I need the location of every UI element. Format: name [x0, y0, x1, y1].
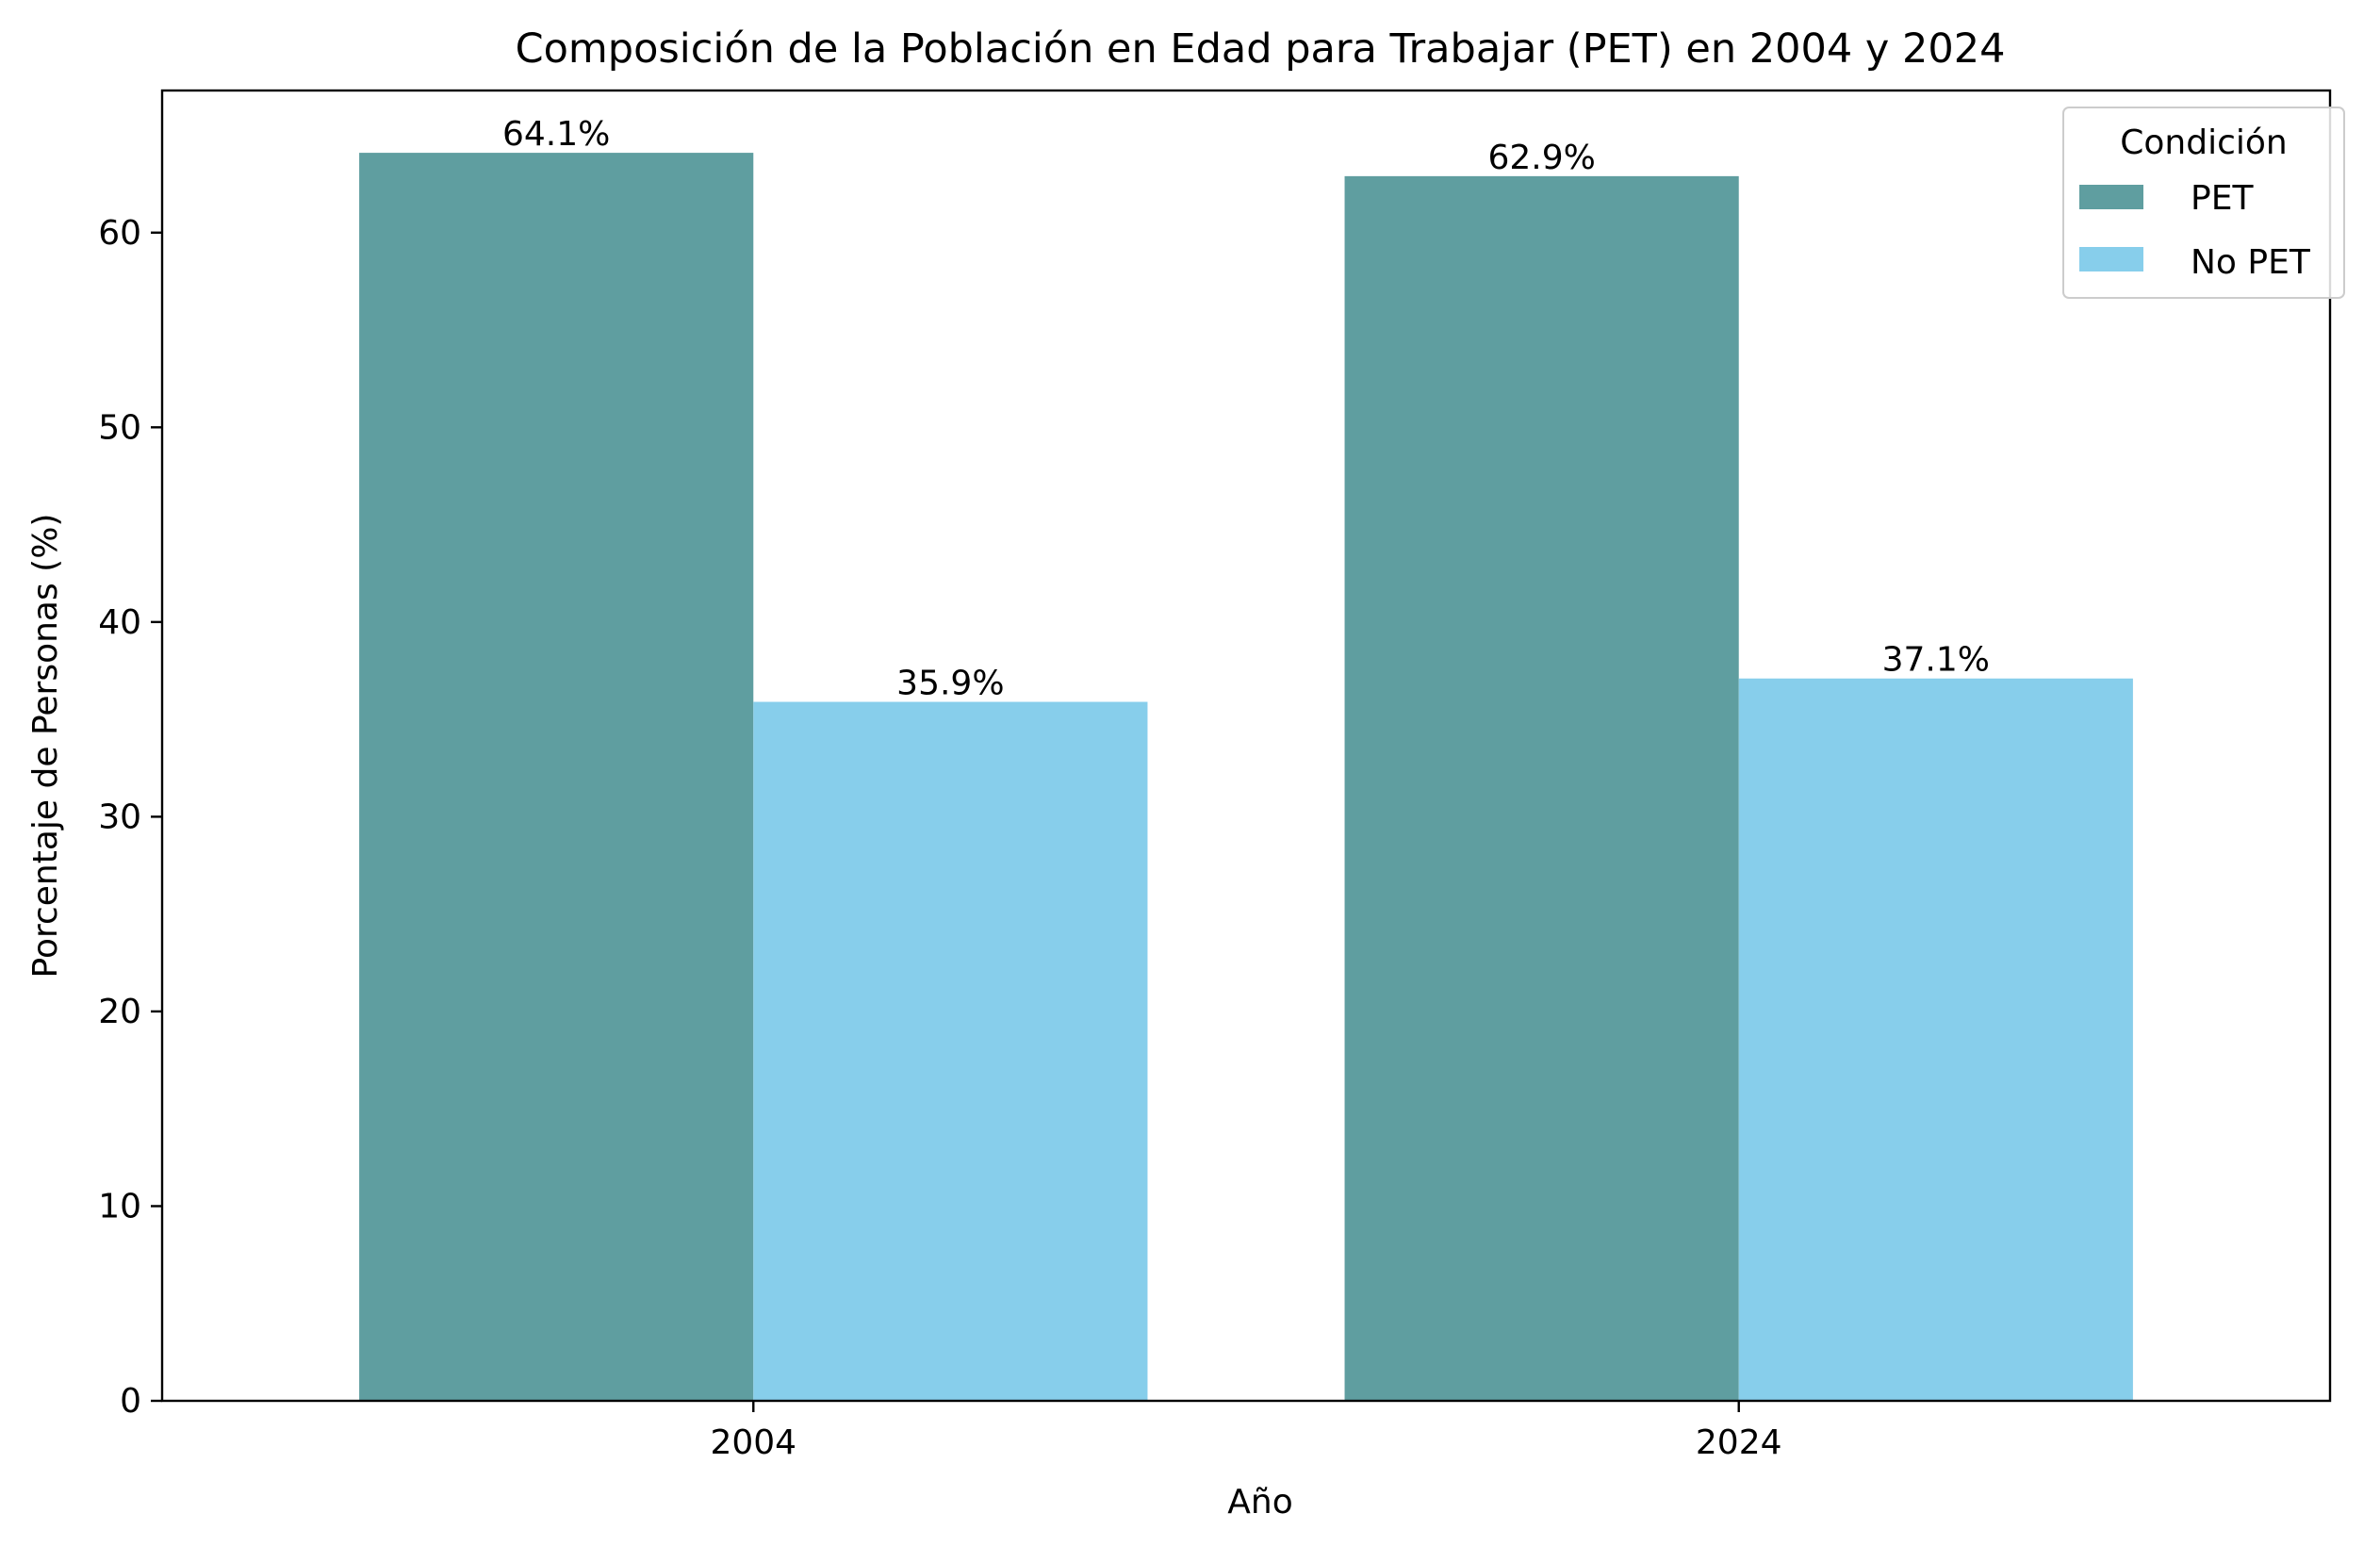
- y-tick-label: 60: [98, 214, 141, 253]
- x-tick-label: 2024: [1696, 1423, 1782, 1462]
- y-tick-label: 10: [98, 1187, 141, 1225]
- y-tick-label: 20: [98, 993, 141, 1031]
- bar-pet-2004: [359, 153, 754, 1401]
- x-axis: 2004 2024: [710, 1401, 1782, 1462]
- y-axis-label: Porcentaje de Personas (%): [26, 514, 65, 979]
- legend-swatch-no-pet: [2079, 247, 2143, 271]
- bar-no-pet-2004: [753, 701, 1148, 1401]
- bars-layer: [359, 153, 2133, 1401]
- bar-label-no-pet-2004: 35.9%: [896, 665, 1004, 703]
- bar-label-pet-2024: 62.9%: [1487, 139, 1595, 177]
- y-tick-label: 50: [98, 408, 141, 447]
- y-axis: 0 10 20 30 40 50 60: [98, 214, 162, 1421]
- x-axis-label: Año: [1227, 1483, 1292, 1521]
- legend: Condición PET No PET: [2062, 107, 2345, 299]
- bar-label-pet-2004: 64.1%: [502, 115, 610, 154]
- legend-label-pet: PET: [2191, 179, 2254, 218]
- y-tick-label: 0: [120, 1382, 141, 1421]
- bar-label-no-pet-2024: 37.1%: [1882, 641, 1990, 680]
- legend-label-no-pet: No PET: [2191, 243, 2311, 282]
- plot-frame: [160, 89, 2332, 1403]
- bar-pet-2024: [1344, 175, 1739, 1401]
- legend-swatch-pet: [2079, 185, 2143, 209]
- x-tick-label: 2004: [710, 1423, 796, 1462]
- legend-title: Condición: [2120, 123, 2287, 162]
- bar-labels-layer: 64.1% 35.9% 62.9% 37.1%: [502, 115, 1990, 702]
- y-tick-label: 40: [98, 603, 141, 642]
- chart-title: Composición de la Población en Edad para…: [516, 25, 2006, 73]
- bar-no-pet-2024: [1738, 678, 2133, 1401]
- y-tick-label: 30: [98, 798, 141, 836]
